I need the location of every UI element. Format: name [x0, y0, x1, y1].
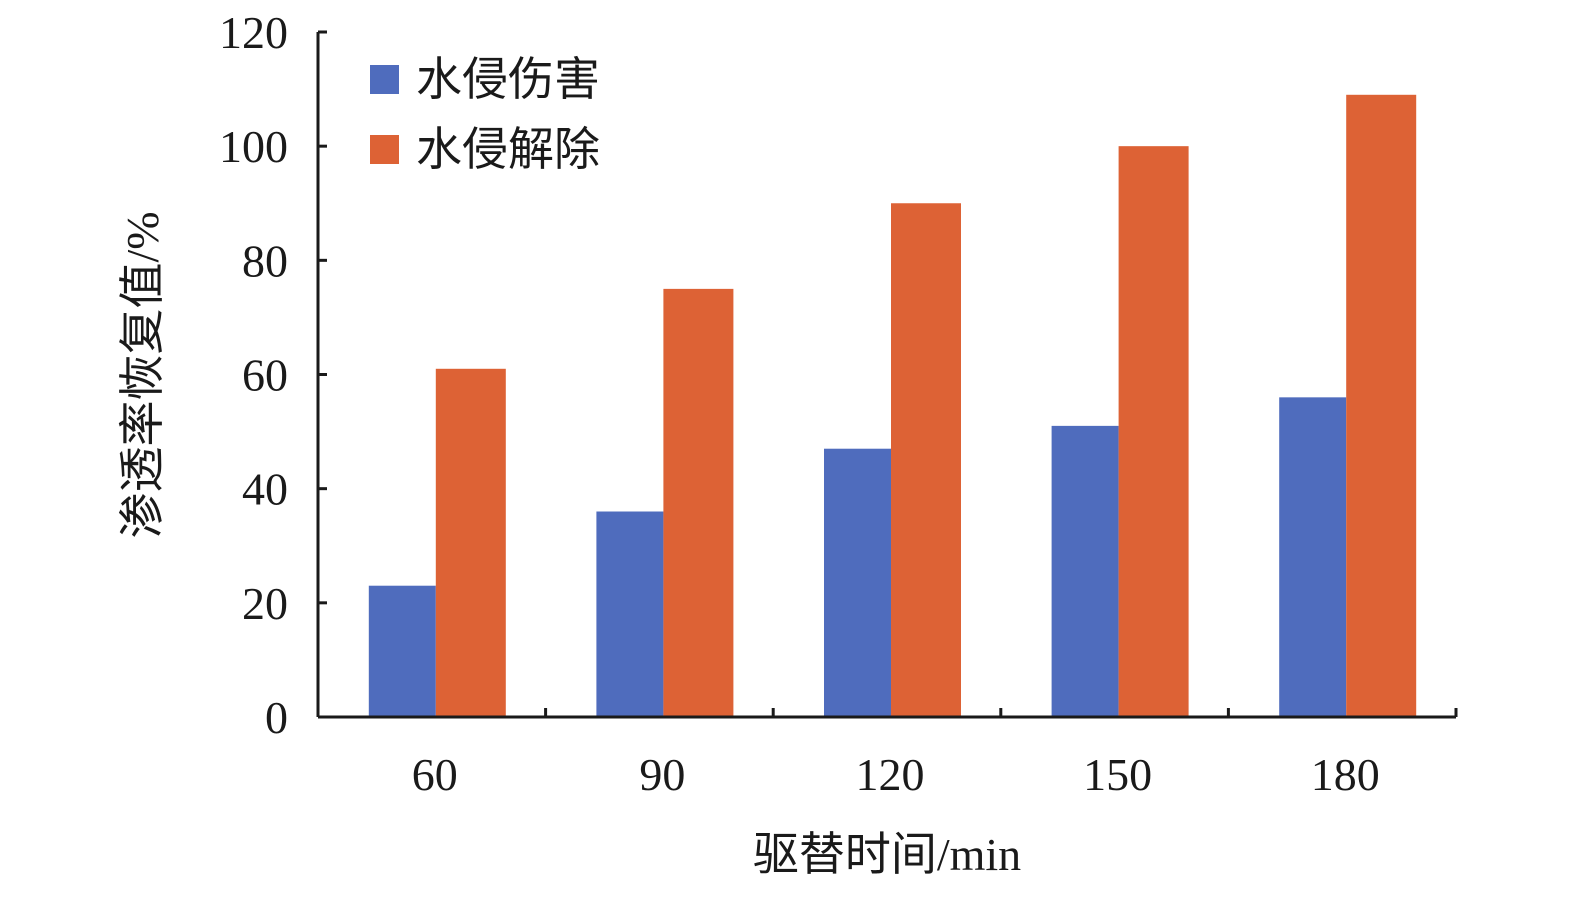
x-tick-label: 180 — [1311, 749, 1380, 800]
x-tick-label: 120 — [856, 749, 925, 800]
y-tick-label: 100 — [219, 121, 288, 172]
axes-layer: 0 20 40 60 80 100 120 60 90 120 150 180 — [219, 7, 1458, 800]
x-tick-label: 150 — [1083, 749, 1152, 800]
bar-series2-120 — [891, 203, 961, 717]
y-tick-label: 20 — [242, 578, 288, 629]
bar-series2-60 — [435, 368, 506, 717]
x-ticks: 60 90 120 150 180 — [412, 708, 1458, 800]
y-tick-label: 60 — [242, 350, 288, 401]
bar-series1-60 — [368, 585, 436, 717]
y-ticks: 0 20 40 60 80 100 120 — [219, 7, 327, 743]
y-axis-title: 渗透率恢复值/% — [117, 211, 168, 538]
legend-swatch — [370, 135, 399, 164]
bar-series1-180 — [1279, 397, 1347, 717]
legend-label: 水侵伤害 — [416, 54, 600, 105]
y-tick-label: 40 — [242, 464, 288, 515]
bar-series2-180 — [1346, 94, 1417, 717]
bars-layer — [368, 94, 1417, 717]
y-tick-label: 120 — [219, 7, 288, 58]
bar-series1-120 — [824, 448, 891, 717]
x-tick-label: 90 — [639, 749, 685, 800]
bar-series2-90 — [663, 288, 734, 717]
y-tick-label: 80 — [242, 235, 288, 286]
bar-series1-150 — [1051, 425, 1119, 717]
x-axis-title: 驱替时间/min — [753, 829, 1021, 880]
legend-swatch — [370, 65, 399, 94]
legend-label: 水侵解除 — [416, 124, 600, 175]
bar-series2-150 — [1118, 146, 1189, 717]
y-tick-label: 0 — [265, 692, 288, 743]
x-tick-label: 60 — [412, 749, 458, 800]
bar-series1-90 — [596, 511, 664, 717]
